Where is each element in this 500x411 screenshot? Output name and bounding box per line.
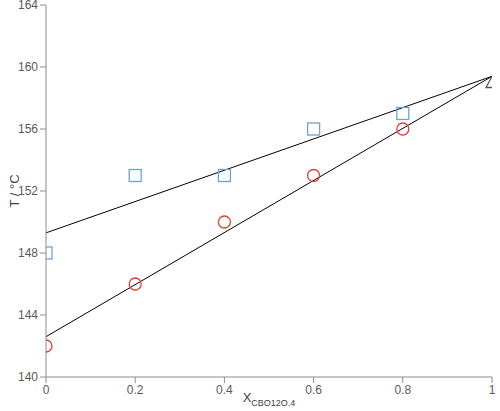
svg-text:164: 164 (18, 0, 38, 12)
svg-text:160: 160 (18, 60, 38, 74)
svg-text:140: 140 (18, 370, 38, 384)
svg-text:0.2: 0.2 (127, 383, 144, 397)
svg-text:0.8: 0.8 (394, 383, 411, 397)
svg-text:152: 152 (18, 184, 38, 199)
svg-text:0.4: 0.4 (216, 383, 233, 397)
html-text:T / °C: T / °C (6, 174, 22, 208)
html-text:XCBO12O.4: XCBO12O.4 (242, 390, 296, 408)
svg-text:0: 0 (43, 383, 50, 397)
svg-text:148: 148 (18, 246, 38, 260)
svg-text:144: 144 (18, 308, 38, 322)
svg-text:156: 156 (18, 122, 38, 136)
svg-text:1: 1 (489, 383, 492, 397)
svg-text:0.6: 0.6 (305, 383, 322, 397)
